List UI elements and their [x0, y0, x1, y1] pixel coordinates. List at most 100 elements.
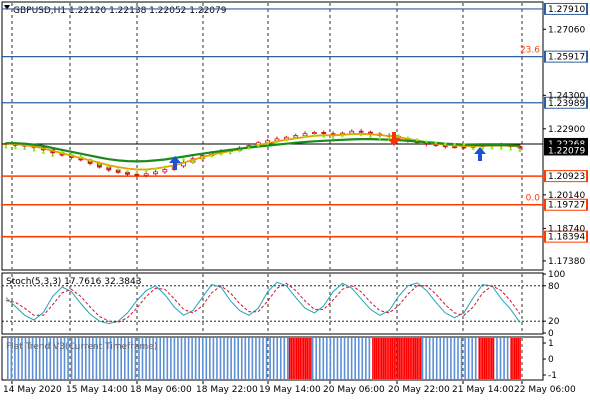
- psar-dot: [154, 167, 157, 171]
- flattrend-bar: [496, 338, 498, 379]
- current-label: 1.22079: [548, 146, 585, 156]
- flattrend-bar: [404, 338, 406, 379]
- flattrend-bar: [226, 338, 229, 379]
- flattrend-bar: [49, 338, 52, 379]
- x-tick-label: 18 May 06:00: [130, 385, 192, 395]
- stoch-tick-label: 80: [548, 282, 560, 292]
- flattrend-bar: [166, 338, 169, 379]
- stoch-main-line: [5, 281, 521, 325]
- flattrend-bar: [116, 338, 119, 379]
- flattrend-bar: [380, 338, 383, 379]
- flattrend-bar: [464, 338, 466, 379]
- flattrend-bar: [506, 338, 509, 379]
- candle-body: [293, 135, 299, 138]
- psar-dot: [23, 147, 26, 151]
- flattrend-bar: [294, 338, 296, 379]
- flattrend-bar: [450, 338, 452, 379]
- arrow-down-icon: [388, 132, 400, 146]
- flattrend-bar: [177, 338, 179, 379]
- psar-dot: [135, 171, 139, 174]
- level-label-inner: [546, 97, 586, 108]
- flattrend-bar: [170, 338, 172, 379]
- level-label: 1.20923: [548, 172, 585, 182]
- flattrend-bar: [373, 338, 376, 379]
- flattrend-bar: [67, 338, 69, 379]
- candle-body: [162, 169, 168, 173]
- flattrend-title: Flat Trend V3(Current Timeframe): [6, 342, 157, 352]
- flattrend-bar: [322, 338, 325, 379]
- main-panel: [1, 1, 544, 271]
- flattrend-bar: [219, 338, 222, 379]
- flattrend-bar: [485, 338, 488, 379]
- level-label: 1.23989: [548, 99, 585, 109]
- flattrend-bar: [315, 338, 317, 379]
- level-label-inner: [546, 231, 586, 242]
- stoch-panel: [1, 272, 544, 335]
- candle-body: [134, 173, 140, 176]
- flattrend-bars: [7, 338, 521, 379]
- flattrend-bar: [375, 338, 378, 379]
- psar-dot: [182, 158, 185, 161]
- flattrend-bar: [483, 338, 486, 379]
- flattrend-bar: [299, 338, 302, 379]
- level-label: 1.25917: [548, 53, 585, 63]
- ft-tick-label: -1: [548, 371, 557, 381]
- ft-tick-label: 1: [548, 339, 554, 349]
- parabolic-sar: [4, 132, 522, 174]
- flattrend-bar: [279, 338, 282, 379]
- flattrend-bar: [347, 338, 349, 379]
- flattrend-bar: [35, 338, 37, 379]
- psar-dot: [32, 149, 36, 152]
- psar-dot: [116, 168, 120, 171]
- flattrend-bar: [209, 338, 211, 379]
- flattrend-bar: [418, 338, 420, 379]
- x-tick-label: 18 May 22:00: [196, 385, 258, 395]
- psar-dot: [303, 135, 307, 138]
- x-tick-label: 22 May 06:00: [514, 385, 576, 395]
- psar-dot: [42, 151, 45, 155]
- flattrend-bar: [233, 338, 236, 379]
- y-tick-label: 1.20140: [548, 191, 585, 201]
- flattrend-bar: [194, 338, 197, 379]
- psar-dot: [294, 137, 298, 140]
- main-y-axis: 1.279101.259171.239891.222681.220791.209…: [543, 2, 588, 267]
- flattrend-bar: [480, 338, 482, 379]
- flattrend-bar: [10, 338, 13, 379]
- psar-dot: [378, 137, 382, 140]
- psar-dot: [275, 140, 279, 144]
- stoch-title: Stoch(5,3,3) 17.7616 32.3843: [6, 277, 141, 287]
- psar-dot: [490, 146, 494, 150]
- flattrend-bar: [237, 338, 240, 379]
- flattrend-bar: [184, 338, 186, 379]
- psar-dot: [313, 133, 316, 137]
- flattrend-bar: [490, 338, 493, 379]
- flattrend-bar: [329, 338, 332, 379]
- flattrend-bar: [400, 338, 403, 379]
- flattrend-bar: [88, 338, 91, 379]
- psar-dot: [350, 132, 354, 136]
- flattrend-bar: [478, 338, 481, 379]
- fib-labels: 23.6 0.0: [520, 46, 540, 204]
- candle-body: [311, 132, 317, 135]
- candle-body: [358, 130, 364, 133]
- x-tick-label: 19 May 14:00: [259, 385, 321, 395]
- x-tick-label: 14 May 2020: [3, 385, 62, 395]
- flattrend-bar: [230, 338, 232, 379]
- x-axis: 14 May 2020 15 May 14:00 18 May 06:00 18 Ma…: [3, 381, 576, 395]
- psar-dot: [462, 143, 466, 146]
- flattrend-bar: [287, 338, 289, 379]
- flattrend-bar: [428, 338, 431, 379]
- flattrend-bar: [379, 338, 381, 379]
- psar-dot: [369, 135, 372, 139]
- flattrend-bar: [131, 338, 133, 379]
- flattrend-bar: [276, 338, 279, 379]
- flattrend-bar: [443, 338, 445, 379]
- psar-dot: [359, 133, 363, 137]
- flattrend-bar: [120, 338, 123, 379]
- flattrend-bar: [474, 338, 477, 379]
- psar-dot: [191, 160, 195, 163]
- flattrend-bar: [409, 338, 411, 379]
- flattrend-bar: [81, 338, 84, 379]
- flattrend-bar: [377, 338, 380, 379]
- psar-dot: [163, 165, 167, 168]
